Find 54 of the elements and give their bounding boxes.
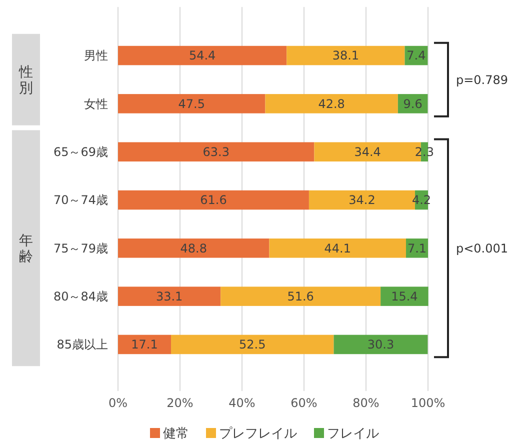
x-tick-label: 40% <box>228 396 256 410</box>
data-label: 7.1 <box>407 241 427 256</box>
x-tick-label: 80% <box>352 396 380 410</box>
data-label: 52.5 <box>239 338 266 352</box>
data-label: 34.4 <box>354 145 381 160</box>
data-label: 33.1 <box>156 290 183 304</box>
data-label: 44.1 <box>324 241 351 256</box>
bar <box>118 142 314 162</box>
data-label: 63.3 <box>202 145 230 160</box>
bar <box>220 286 381 306</box>
data-label: 51.6 <box>287 290 314 304</box>
data-label: 42.8 <box>318 96 345 111</box>
data-label: 7.4 <box>406 48 426 63</box>
data-label: 61.6 <box>200 193 227 208</box>
y-tick-label: 男性 <box>84 48 108 63</box>
bar <box>118 190 309 210</box>
data-label: 15.4 <box>391 290 418 304</box>
y-tick-label: 85歳以上 <box>56 338 108 352</box>
bar <box>380 286 428 306</box>
bar <box>265 94 398 114</box>
legend-label: 健常 <box>163 426 189 442</box>
data-label: 30.3 <box>367 338 394 352</box>
data-label: 9.6 <box>403 96 422 111</box>
bar <box>118 238 270 258</box>
data-label: 17.1 <box>131 338 158 352</box>
text: 年齢 <box>19 233 33 266</box>
bar <box>118 286 221 306</box>
x-tick-label: 0% <box>108 396 128 410</box>
y-tick-label: 女性 <box>84 96 108 111</box>
bar <box>118 94 266 114</box>
bar <box>269 238 406 258</box>
text: p=0.789 <box>456 72 508 87</box>
y-tick-label: 70～74歳 <box>53 193 108 208</box>
y-tick-label: 65～69歳 <box>53 145 108 160</box>
data-label: 47.5 <box>178 96 205 111</box>
data-label: 54.4 <box>188 48 216 63</box>
data-label: 2.3 <box>414 145 434 160</box>
text: p<0.001 <box>456 241 508 256</box>
data-label: 34.2 <box>348 193 376 208</box>
legend-label: プレフレイル <box>219 426 297 442</box>
legend-label: フレイル <box>327 426 379 442</box>
text: 性別 <box>18 64 33 97</box>
data-label: 38.1 <box>332 48 360 63</box>
data-label: 48.8 <box>180 241 207 256</box>
bar <box>286 46 405 66</box>
y-tick-label: 80～84歳 <box>53 290 108 304</box>
bar <box>334 334 428 354</box>
y-tick-label: 75～79歳 <box>53 241 108 256</box>
x-tick-label: 60% <box>290 396 318 410</box>
x-tick-label: 100% <box>410 396 446 410</box>
bar <box>118 334 172 354</box>
bar <box>118 46 287 66</box>
bar <box>171 334 334 354</box>
x-tick-label: 20% <box>166 396 194 410</box>
